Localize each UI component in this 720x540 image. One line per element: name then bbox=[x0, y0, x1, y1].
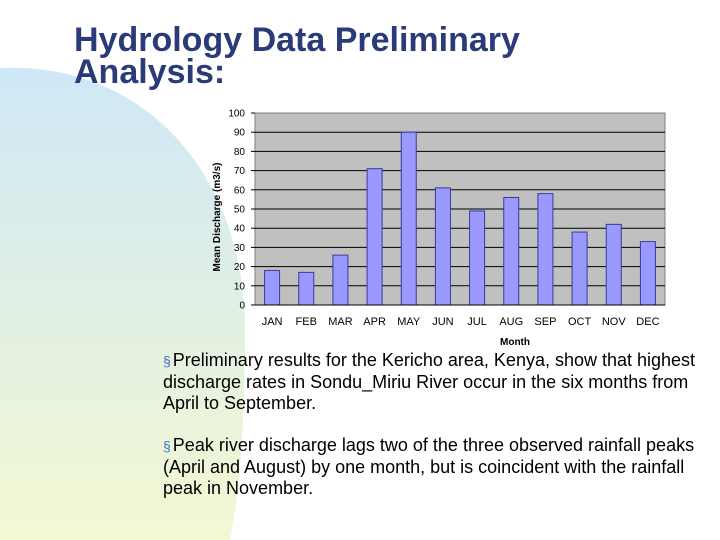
y-tick-label: 70 bbox=[234, 166, 246, 177]
x-tick-label: JUL bbox=[467, 316, 487, 328]
x-tick-label: SEP bbox=[534, 316, 556, 328]
x-tick-label: NOV bbox=[602, 316, 627, 328]
bullet-marker: § bbox=[163, 438, 171, 454]
bar-jul bbox=[469, 210, 486, 306]
x-tick-label: APR bbox=[363, 316, 386, 328]
x-tick-label: MAR bbox=[328, 316, 353, 328]
y-tick-label: 20 bbox=[234, 262, 246, 273]
bullet-text-1: Preliminary results for the Kericho area… bbox=[163, 350, 696, 413]
bar-feb bbox=[298, 271, 315, 306]
y-axis-label: Mean Discharge (m3/s) bbox=[212, 163, 223, 272]
y-tick-label: 0 bbox=[239, 301, 245, 312]
y-tick-label: 30 bbox=[234, 243, 246, 254]
bar-oct bbox=[571, 231, 588, 306]
y-tick-label: 50 bbox=[234, 205, 246, 216]
x-tick-label: OCT bbox=[568, 316, 592, 328]
y-tick-label: 80 bbox=[234, 147, 246, 158]
bar-nov bbox=[605, 223, 622, 306]
bar-jun bbox=[434, 187, 451, 306]
x-tick-label: FEB bbox=[296, 316, 317, 328]
discharge-bar-chart: 0 10 20 30 40 50 60 70 80 90 100 JAN FEB MAR APR MAY JUN… bbox=[212, 109, 666, 348]
x-tick-label: MAY bbox=[397, 316, 421, 328]
y-tick-label: 10 bbox=[234, 281, 246, 292]
x-tick-label: JAN bbox=[262, 316, 283, 328]
slide-title-line-1: Hydrology Data Preliminary bbox=[74, 21, 520, 59]
y-tick-label: 40 bbox=[234, 224, 246, 235]
x-tick-label: JUN bbox=[432, 316, 453, 328]
y-tick-label: 60 bbox=[234, 185, 246, 196]
slide-title-line-2: Analysis: bbox=[74, 53, 226, 91]
y-tick-label: 100 bbox=[228, 109, 245, 120]
x-tick-label: AUG bbox=[499, 316, 523, 328]
bullet-item-1: § Preliminary results for the Kericho are… bbox=[163, 350, 715, 414]
bar-apr bbox=[366, 168, 383, 306]
bullet-item-2: § Peak river discharge lags two of the th… bbox=[163, 435, 715, 499]
y-tick-label: 90 bbox=[234, 128, 246, 139]
bar-may bbox=[400, 131, 417, 306]
bar-mar bbox=[332, 254, 349, 306]
bar-dec bbox=[639, 241, 656, 306]
bar-aug bbox=[503, 196, 520, 306]
x-tick-label: DEC bbox=[636, 316, 659, 328]
bar-jan bbox=[264, 269, 281, 306]
bar-sep bbox=[537, 193, 554, 306]
x-axis-label: Month bbox=[500, 337, 530, 348]
slide-title: Hydrology Data Preliminary Analysis: bbox=[74, 21, 520, 91]
bullet-text-2: Peak river discharge lags two of the thr… bbox=[163, 435, 695, 498]
bullet-marker: § bbox=[163, 353, 171, 369]
bullet-list: § Preliminary results for the Kericho are… bbox=[163, 350, 715, 520]
